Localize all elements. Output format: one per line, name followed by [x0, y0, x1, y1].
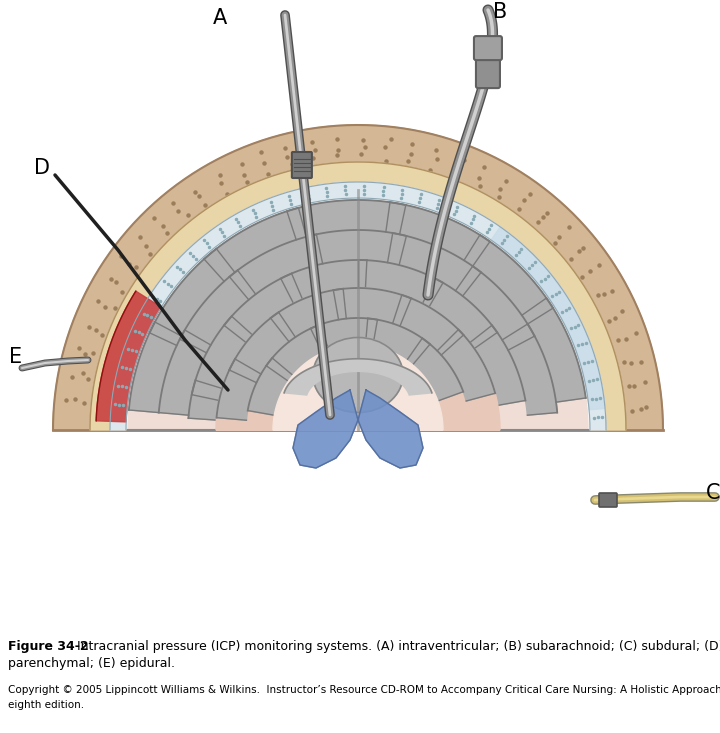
Polygon shape [407, 338, 463, 401]
Polygon shape [464, 235, 553, 324]
Polygon shape [287, 200, 406, 240]
Polygon shape [502, 324, 557, 415]
FancyBboxPatch shape [476, 48, 500, 88]
Polygon shape [110, 182, 606, 430]
Text: Figure 34-2: Figure 34-2 [8, 640, 89, 653]
Polygon shape [358, 390, 423, 468]
FancyBboxPatch shape [599, 493, 617, 507]
Polygon shape [90, 162, 626, 430]
Polygon shape [180, 270, 256, 353]
Text: D: D [34, 158, 50, 178]
Text: Intracranial pressure (ICP) monitoring systems. (A) intraventricular; (B) subara: Intracranial pressure (ICP) monitoring s… [73, 640, 720, 653]
Polygon shape [386, 202, 490, 266]
Polygon shape [53, 125, 663, 430]
Polygon shape [522, 298, 586, 402]
Polygon shape [387, 233, 481, 296]
Polygon shape [358, 260, 443, 307]
Text: parenchymal; (E) epidural.: parenchymal; (E) epidural. [8, 657, 175, 670]
Polygon shape [491, 226, 605, 410]
FancyBboxPatch shape [292, 152, 312, 178]
Polygon shape [230, 235, 323, 300]
Polygon shape [224, 273, 302, 342]
Polygon shape [266, 325, 329, 381]
Polygon shape [229, 312, 295, 383]
Polygon shape [284, 358, 432, 395]
Polygon shape [273, 345, 443, 430]
Text: E: E [9, 347, 22, 367]
Polygon shape [333, 288, 411, 326]
Polygon shape [150, 248, 235, 345]
Text: A: A [213, 8, 227, 28]
Ellipse shape [313, 337, 403, 413]
Polygon shape [392, 295, 464, 355]
Polygon shape [189, 380, 222, 420]
Text: Copyright © 2005 Lippincott Williams & Wilkins.  Instructor’s Resource CD-ROM to: Copyright © 2005 Lippincott Williams & W… [8, 685, 720, 695]
Polygon shape [281, 260, 367, 303]
Polygon shape [310, 318, 377, 353]
Text: C: C [706, 483, 720, 503]
Polygon shape [192, 316, 253, 400]
Text: B: B [493, 2, 507, 22]
Polygon shape [96, 291, 161, 422]
Polygon shape [306, 230, 406, 266]
Polygon shape [470, 325, 526, 405]
Polygon shape [366, 318, 430, 365]
Polygon shape [423, 279, 498, 349]
Polygon shape [128, 200, 588, 430]
Polygon shape [204, 208, 306, 281]
Polygon shape [271, 289, 346, 342]
Polygon shape [217, 359, 261, 420]
Polygon shape [293, 390, 358, 468]
Polygon shape [456, 266, 534, 350]
Polygon shape [248, 358, 293, 415]
FancyBboxPatch shape [474, 36, 502, 60]
Polygon shape [216, 288, 500, 430]
Polygon shape [129, 322, 181, 413]
Polygon shape [159, 330, 211, 415]
Polygon shape [437, 330, 495, 401]
Text: eighth edition.: eighth edition. [8, 700, 84, 710]
